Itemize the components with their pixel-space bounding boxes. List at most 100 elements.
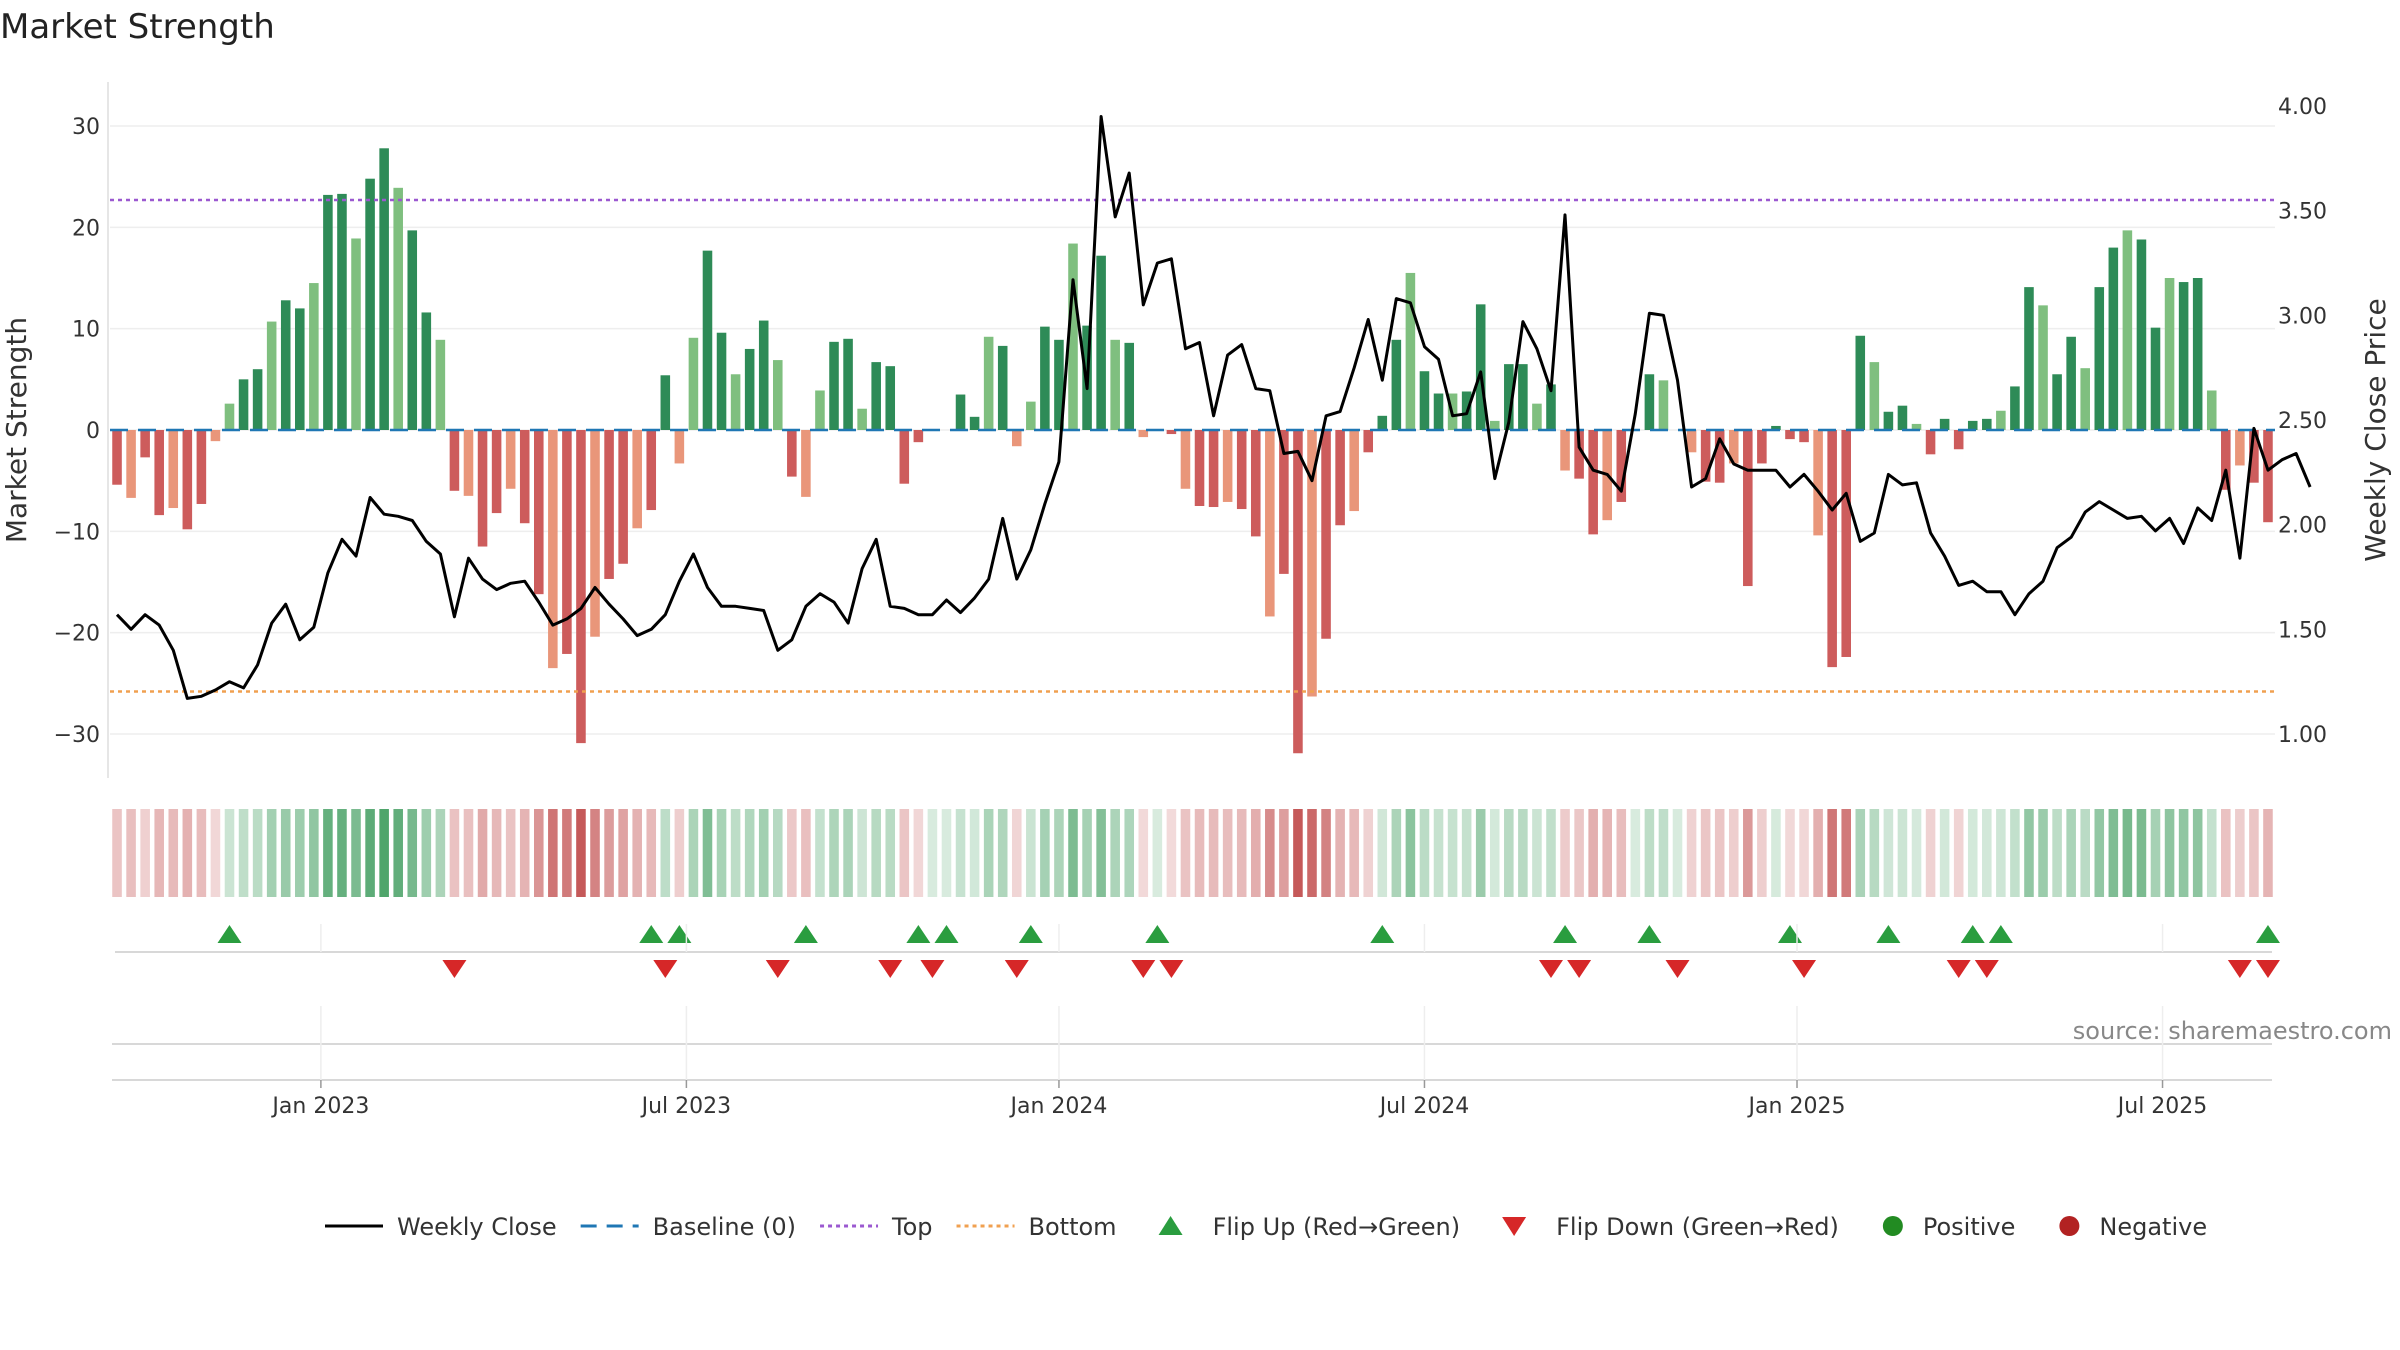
strength-bar (1967, 420, 1978, 430)
strength-bar (1110, 339, 1120, 430)
legend-label: Positive (1923, 1213, 2016, 1241)
heat-cell (548, 809, 558, 897)
strength-bar (337, 193, 347, 430)
heat-cell (1967, 809, 1978, 897)
strength-bar (646, 430, 657, 511)
strength-bar (618, 430, 628, 564)
strength-bar (1391, 339, 1402, 430)
heat-cell (1349, 809, 1359, 897)
heat-cell (2136, 809, 2147, 897)
strength-bar (2235, 430, 2245, 466)
strength-bar (1644, 374, 1655, 430)
heat-cell (2094, 809, 2105, 897)
heat-cell (1953, 809, 1964, 897)
heat-cell (1644, 809, 1655, 897)
strength-bar (393, 187, 403, 430)
strength-bar (1419, 371, 1430, 430)
strength-bar (1026, 401, 1036, 430)
heat-cell (1405, 809, 1416, 897)
strength-bar (1250, 430, 1261, 537)
flip-down-marker (1567, 960, 1592, 978)
heat-cell (716, 809, 727, 897)
heat-cell (1616, 809, 1627, 897)
strength-bar (1658, 380, 1669, 430)
heat-cell (463, 809, 474, 897)
heat-cell (815, 809, 825, 897)
heat-cell (829, 809, 839, 897)
strength-bar (238, 379, 249, 430)
heat-cell (351, 809, 361, 897)
heat-cell (604, 809, 614, 897)
heat-cell (618, 809, 628, 897)
heat-cell (393, 809, 403, 897)
flip-down-marker (1792, 960, 1817, 978)
strength-bar (112, 430, 122, 485)
heat-cell (801, 809, 811, 897)
flip-up-marker (934, 925, 959, 943)
strength-bar (1982, 418, 1992, 430)
strength-bar (1925, 430, 1936, 455)
heat-cell (1658, 809, 1669, 897)
strength-bar (182, 430, 193, 530)
flip-markers (112, 925, 2280, 1081)
strength-bar (2122, 230, 2133, 430)
strength-bar (1953, 430, 1964, 450)
strength-bar (266, 321, 277, 430)
strength-bar (1728, 430, 1739, 464)
heat-cell (2192, 809, 2203, 897)
strength-bar (2136, 239, 2147, 430)
flip-up-marker (1018, 925, 1043, 943)
flip-down-marker (1974, 960, 1999, 978)
heat-cell (885, 809, 896, 897)
heat-cell (449, 809, 460, 897)
flip-up-marker (2255, 925, 2280, 943)
heat-cell (1194, 809, 1205, 897)
heat-cell (112, 809, 122, 897)
y2-tick-label: 3.50 (2278, 200, 2327, 225)
strength-bar (1096, 255, 1106, 430)
strength-bar (1405, 272, 1416, 430)
heat-cell (1869, 809, 1880, 897)
heat-cell (1743, 809, 1753, 897)
strength-bar (2024, 287, 2034, 430)
strength-bar (1321, 430, 1331, 639)
heat-cell (295, 809, 305, 897)
y-tick-label: −20 (54, 622, 100, 647)
strength-bar (1574, 430, 1584, 479)
strength-bar (1166, 430, 1177, 435)
heat-cell (1222, 809, 1233, 897)
strength-bar (1686, 430, 1697, 453)
heat-cell (1040, 809, 1050, 897)
heat-cell (1026, 809, 1036, 897)
strength-bar (913, 430, 924, 443)
heat-cell (238, 809, 249, 897)
flip-up-marker (1145, 925, 1170, 943)
y2-tick-label: 2.50 (2278, 409, 2327, 434)
strength-bar (1827, 430, 1837, 668)
strength-bar (730, 374, 741, 430)
heat-cell (1686, 809, 1697, 897)
strength-bar (2249, 430, 2259, 483)
strength-bar (1785, 430, 1795, 440)
heat-cell (1265, 809, 1275, 897)
heat-cell (1082, 809, 1092, 897)
heat-cell (1293, 809, 1303, 897)
heat-cell (2221, 809, 2231, 897)
heat-cell (309, 809, 319, 897)
heat-cell (1785, 809, 1795, 897)
heat-cell (871, 809, 881, 897)
strength-bar (1616, 430, 1627, 502)
strength-bar (2052, 374, 2062, 430)
source-label: source: sharemaestro.com (2073, 1017, 2392, 1045)
strength-bar (1040, 326, 1050, 430)
heat-cell (534, 809, 544, 897)
flip-down-marker (442, 960, 467, 978)
heat-cell (1461, 809, 1472, 897)
heat-cell (758, 809, 769, 897)
strength-bar (688, 337, 699, 430)
strength-bar (1377, 415, 1388, 430)
strength-bar (1504, 364, 1514, 430)
strength-bar (1743, 430, 1753, 587)
x-tick-label: Jan 2023 (270, 1094, 369, 1119)
strength-bar (1236, 430, 1247, 510)
